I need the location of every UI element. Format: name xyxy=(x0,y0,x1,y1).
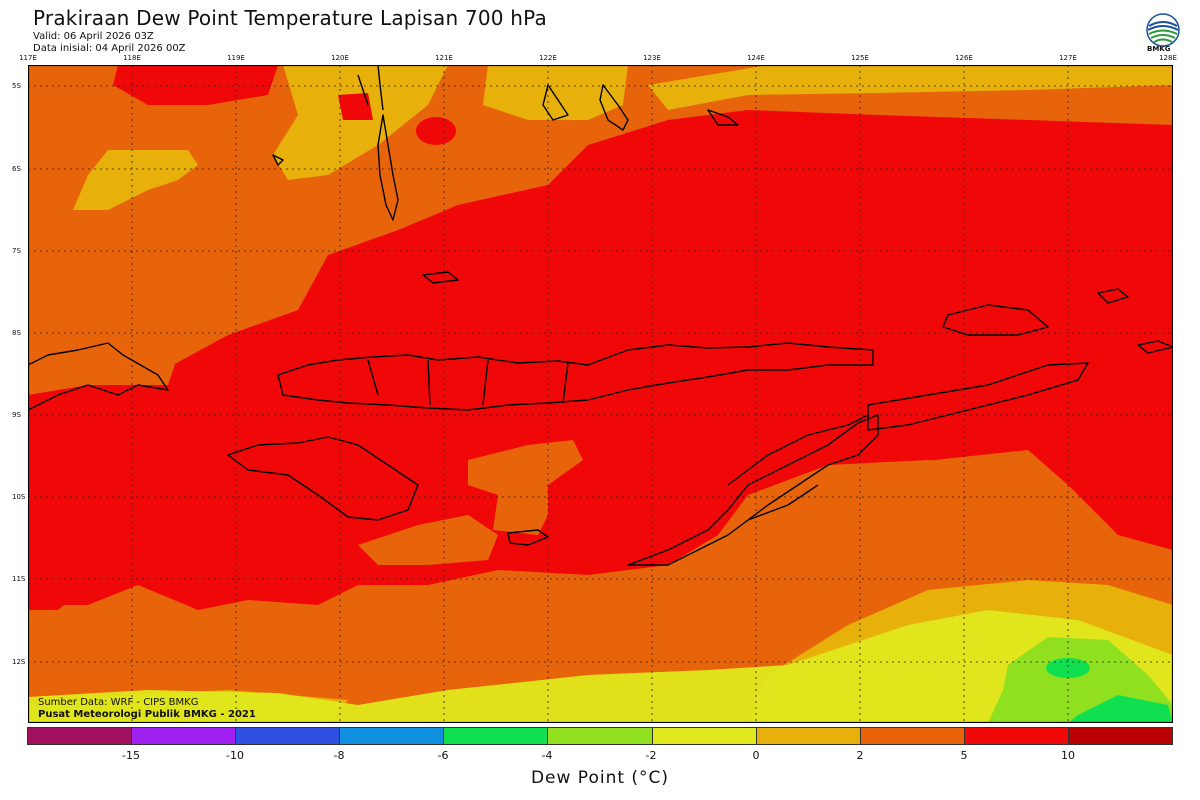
lon-label: 127E xyxy=(1059,54,1077,62)
lon-label: 125E xyxy=(851,54,869,62)
coastlines xyxy=(28,65,1173,566)
colorbar-segment xyxy=(652,728,757,744)
data-source: Sumber Data: WRF - CIPS BMKG xyxy=(38,697,199,708)
publisher: Pusat Meteorologi Publik BMKG - 2021 xyxy=(38,709,256,720)
lat-label: 10S xyxy=(12,493,26,501)
map-title: Prakiraan Dew Point Temperature Lapisan … xyxy=(33,6,547,30)
lon-label: 124E xyxy=(747,54,765,62)
map-frame xyxy=(28,65,1173,723)
colorbar-tick: 10 xyxy=(1061,749,1075,762)
colorbar-tick: -8 xyxy=(333,749,345,762)
colorbar-label: Dew Point (°C) xyxy=(530,768,670,788)
colorbar-segment xyxy=(444,728,549,744)
colorbar-segment xyxy=(236,728,341,744)
lon-label: 122E xyxy=(539,54,557,62)
lat-label: 11S xyxy=(12,575,26,583)
colorbar-tick: -6 xyxy=(437,749,449,762)
colorbar-tick: -4 xyxy=(541,749,553,762)
lon-label: 118E xyxy=(123,54,141,62)
lat-label: 6S xyxy=(12,165,21,173)
colorbar-segment xyxy=(964,728,1069,744)
lon-label: 128E xyxy=(1159,54,1177,62)
colorbar-segment xyxy=(340,728,445,744)
colorbar-tick: 5 xyxy=(960,749,968,762)
colorbar-tick: -2 xyxy=(645,749,657,762)
lat-label: 9S xyxy=(12,411,21,419)
valid-time: Valid: 06 April 2026 03Z xyxy=(33,31,154,42)
lon-label: 121E xyxy=(435,54,453,62)
colorbar-segment xyxy=(548,728,653,744)
lon-label: 117E xyxy=(19,54,37,62)
bmkg-logo-icon xyxy=(1146,13,1180,47)
colorbar-tick: -10 xyxy=(226,749,244,762)
colorbar-segment xyxy=(132,728,237,744)
dew-point-zone-2-5-inner xyxy=(28,325,1173,575)
colorbar-segment xyxy=(860,728,965,744)
logo-label: BMKG xyxy=(1147,45,1171,53)
dew-point-zone-minus6-minus4 xyxy=(1046,658,1173,723)
colorbar-tick: 2 xyxy=(856,749,864,762)
coordinate-grid xyxy=(28,65,1173,723)
colorbar-segment xyxy=(1068,728,1173,744)
colorbar-segment xyxy=(28,728,133,744)
lon-label: 119E xyxy=(227,54,245,62)
lat-label: 8S xyxy=(12,329,21,337)
colorbar-tick: -15 xyxy=(122,749,140,762)
lon-label: 123E xyxy=(643,54,661,62)
colorbar-tick: 0 xyxy=(752,749,760,762)
lon-label: 126E xyxy=(955,54,973,62)
dew-point-map[interactable] xyxy=(28,65,1173,723)
lat-label: 7S xyxy=(12,247,21,255)
dew-point-zone-minus2-0 xyxy=(28,610,1173,723)
init-time: Data inisial: 04 April 2026 00Z xyxy=(33,43,186,54)
lat-label: 5S xyxy=(12,82,21,90)
lat-label: 12S xyxy=(12,658,26,666)
lon-label: 120E xyxy=(331,54,349,62)
colorbar-segment xyxy=(756,728,861,744)
colorbar xyxy=(27,727,1173,745)
